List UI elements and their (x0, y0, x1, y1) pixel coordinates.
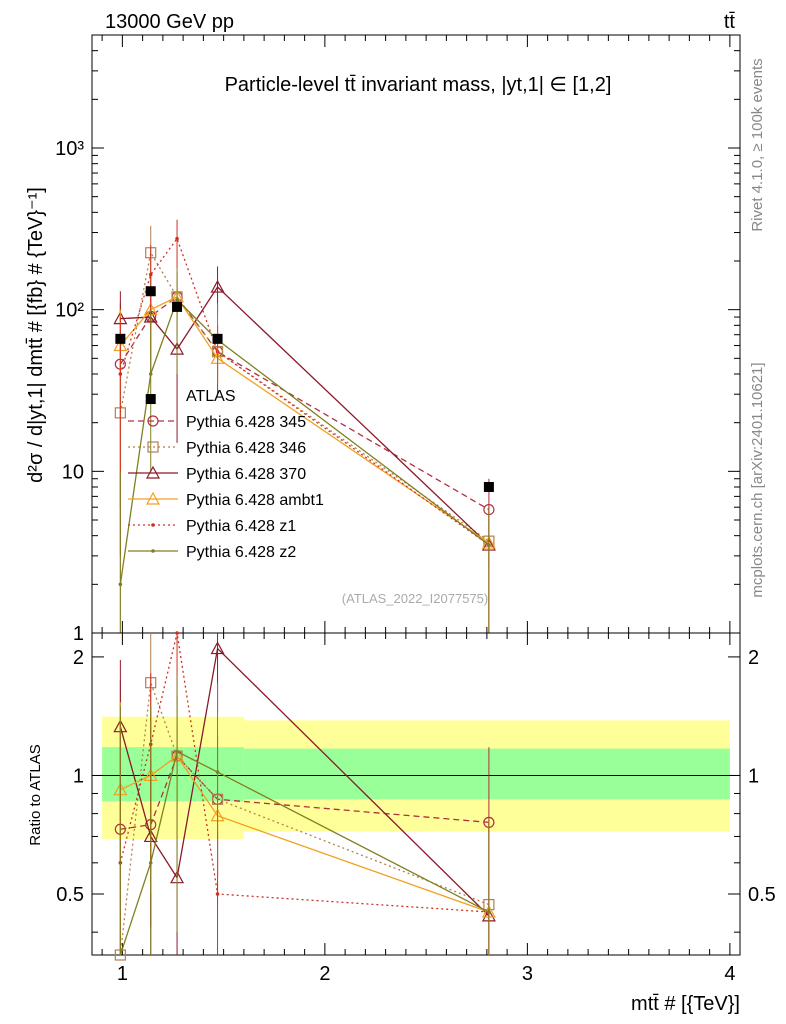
series-point (148, 272, 153, 277)
ratio-tick-label-right: 2 (748, 647, 759, 669)
series-point (175, 236, 179, 241)
legend-label: Pythia 6.428 370 (186, 466, 306, 483)
header-left: 13000 GeV pp (105, 11, 234, 33)
legend-label: Pythia 6.428 345 (186, 414, 306, 431)
ratio-tick-label-left: 1 (73, 765, 84, 787)
band-green-1 (243, 748, 730, 800)
series-point (118, 582, 123, 587)
atlas-data (115, 286, 494, 493)
watermark: (ATLAS_2022_I2077575) (342, 591, 488, 606)
y-tick-label: 10³ (55, 138, 84, 160)
x-tick-label: 4 (724, 963, 735, 985)
atlas-point (145, 286, 156, 297)
ratio-point (175, 749, 179, 754)
legend-marker (151, 549, 155, 553)
legend-marker (145, 491, 161, 505)
chart-title: Particle-level tt̄ invariant mass, |yt,1… (225, 74, 612, 96)
ratio-point (487, 910, 491, 914)
ratio-point (175, 631, 179, 635)
legend-label: Pythia 6.428 z2 (186, 544, 296, 561)
atlas-point (483, 482, 494, 493)
x-axis-label: mtt̄ # [{TeV}] (631, 993, 740, 1015)
y-axis-label: d²σ / d|yt,1| dmtt̄ # [{fb} # {TeV}⁻¹] (25, 187, 47, 483)
x-tick-label: 3 (522, 963, 533, 985)
atlas-point (115, 333, 126, 344)
series-line (119, 295, 490, 511)
ratio-tick-label-right: 1 (748, 765, 759, 787)
legend-label: Pythia 6.428 346 (186, 440, 306, 457)
y-tick-label: 10² (55, 300, 84, 322)
atlas-point (145, 394, 156, 405)
ratio-point (210, 641, 225, 655)
legend-marker (147, 415, 159, 427)
y-tick-label: 1 (73, 623, 84, 645)
legend-label: Pythia 6.428 ambt1 (186, 492, 324, 509)
ratio-point (148, 861, 153, 865)
ratio-y-axis-label: Ratio to ATLAS (27, 744, 44, 845)
ratio-tick-label-left: 2 (73, 647, 84, 669)
mcplots-label: mcplots.cern.ch [arXiv:2401.10621] (749, 362, 766, 597)
series-point (487, 543, 491, 547)
ratio-tick-label-left: 0.5 (56, 884, 84, 906)
x-tick-label: 1 (117, 963, 128, 985)
series-point (118, 372, 123, 376)
ratio-panel: 1 2 3 4 0.5 0.5 1 1 2 2 (56, 631, 776, 985)
legend-marker (151, 523, 155, 527)
ratio-frame (91, 632, 741, 956)
atlas-point (212, 333, 223, 344)
ratio-tick-label-right: 0.5 (748, 884, 776, 906)
legend-label: ATLAS (186, 388, 236, 405)
series-5 (118, 268, 491, 633)
rivet-label: Rivet 4.1.0, ≥ 100k events (749, 58, 766, 231)
ratio-point (215, 770, 220, 774)
band-green-0 (102, 747, 244, 802)
series-point (148, 372, 153, 376)
ratio-point (215, 892, 220, 896)
legend-marker (147, 441, 159, 453)
legend-label: Pythia 6.428 z1 (186, 518, 296, 535)
series-point (210, 279, 225, 293)
x-tick-label: 2 (319, 963, 330, 985)
main-panel: 1 10 10² 10³ (55, 34, 741, 645)
ratio-series-5 (119, 674, 491, 956)
header-right: tt̄ (724, 11, 736, 33)
legend-marker (145, 465, 161, 479)
y-tick-label: 10 (62, 461, 84, 483)
legend: ATLAS Pythia 6.428 345 Pythia 6.428 346 Pyt… (128, 388, 324, 561)
series-point (175, 298, 179, 302)
atlas-point (172, 301, 183, 312)
